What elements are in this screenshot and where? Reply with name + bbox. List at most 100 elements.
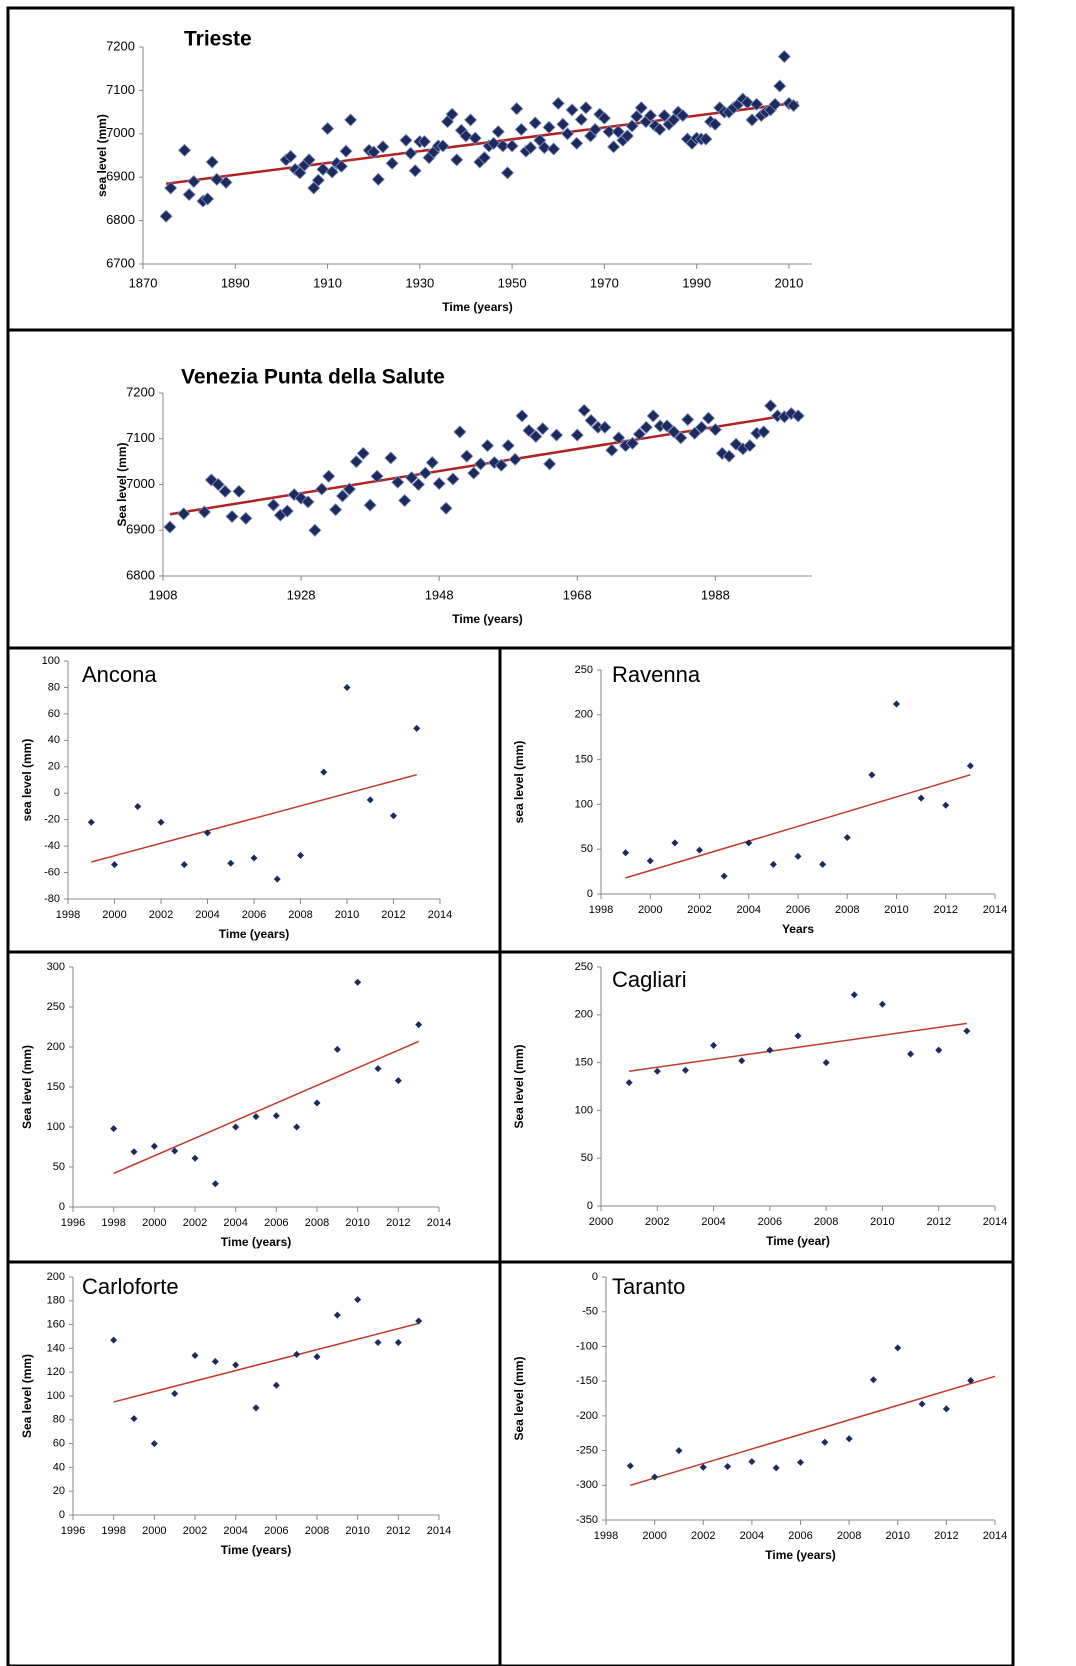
- y-axis-label: Sea level (mm): [115, 442, 129, 526]
- panel-border: [498, 1260, 1015, 1666]
- y-tick-label: -100: [576, 1340, 598, 1352]
- data-point: [935, 1046, 943, 1054]
- data-point: [333, 1311, 341, 1319]
- data-point: [740, 95, 754, 110]
- y-tick-label: 250: [47, 1001, 65, 1013]
- data-point: [418, 466, 432, 480]
- x-tick-label: 2002: [687, 904, 711, 916]
- data-point: [625, 436, 640, 450]
- chart-panel: 1996 1998 2000 2002 2004 2006 2008 2010 2012 2014…: [6, 1260, 502, 1666]
- data-point: [464, 113, 478, 127]
- data-point: [794, 852, 802, 860]
- data-point: [250, 854, 258, 862]
- data-point: [232, 1361, 240, 1369]
- x-tick-label: 2010: [884, 904, 908, 916]
- data-point: [528, 116, 542, 130]
- x-tick-label: 2012: [934, 904, 958, 916]
- y-tick-label: -300: [576, 1479, 598, 1491]
- x-tick-label: 1996: [61, 1217, 85, 1229]
- y-tick-label: -250: [576, 1444, 598, 1456]
- data-point: [201, 192, 215, 206]
- chart-title: Trieste: [184, 28, 252, 51]
- panel-border: [6, 1260, 502, 1666]
- x-tick-label: 1998: [594, 1530, 618, 1542]
- trend-line: [165, 101, 799, 185]
- data-point: [701, 411, 716, 425]
- data-point: [343, 683, 351, 691]
- data-point: [646, 409, 660, 423]
- x-tick-label: 1996: [61, 1525, 85, 1537]
- x-tick-label: 2008: [814, 1216, 838, 1228]
- data-point: [371, 172, 385, 186]
- data-point: [570, 428, 584, 442]
- x-tick-label: 2004: [223, 1525, 247, 1537]
- x-tick-label: 2010: [345, 1217, 369, 1229]
- data-point: [917, 794, 925, 802]
- data-point: [878, 1000, 886, 1008]
- data-point: [487, 136, 501, 150]
- x-tick-label: 2006: [786, 904, 810, 916]
- data-point: [177, 507, 191, 521]
- chart-panel: 1998 2000 2002 2004 2006 2008 2010 2012 2014 -80 -…: [6, 646, 502, 954]
- data-point: [391, 475, 405, 489]
- data-point: [134, 802, 142, 810]
- y-tick-label: 100: [575, 1104, 593, 1116]
- data-point: [366, 796, 374, 804]
- y-tick-label: 7200: [106, 38, 135, 53]
- x-tick-label: 2008: [288, 909, 312, 921]
- data-point: [325, 165, 339, 179]
- data-point: [313, 1353, 321, 1361]
- data-point: [349, 455, 363, 469]
- data-point: [508, 452, 522, 466]
- data-point: [211, 1180, 219, 1188]
- data-point: [453, 425, 467, 439]
- x-tick-label: 1998: [56, 909, 80, 921]
- data-point: [791, 409, 805, 423]
- data-point: [445, 107, 459, 121]
- chart-title: Ravenna: [612, 662, 701, 687]
- data-point: [745, 113, 759, 127]
- x-tick-label: 2002: [645, 1216, 669, 1228]
- data-point: [708, 117, 722, 131]
- data-point: [822, 1059, 830, 1067]
- x-tick-label: 2004: [223, 1217, 247, 1229]
- data-point: [219, 175, 233, 189]
- data-point: [272, 1381, 280, 1389]
- chart-title: Cagliari: [612, 967, 687, 992]
- data-point: [869, 1376, 877, 1384]
- data-point: [197, 505, 211, 519]
- data-point: [320, 122, 335, 136]
- y-tick-label: 80: [48, 681, 60, 693]
- x-tick-label: 1998: [101, 1217, 125, 1229]
- data-point: [515, 409, 529, 423]
- data-point: [634, 101, 648, 115]
- data-point: [773, 79, 787, 93]
- data-point: [748, 1458, 756, 1466]
- y-tick-label: 6700: [106, 255, 135, 270]
- data-point: [284, 149, 298, 163]
- data-point: [547, 142, 561, 156]
- x-tick-label: 2006: [242, 909, 266, 921]
- data-point: [821, 1438, 829, 1446]
- x-tick-label: 1988: [701, 587, 730, 602]
- data-point: [570, 136, 584, 150]
- data-point: [514, 122, 528, 137]
- data-point: [164, 181, 178, 195]
- data-point: [315, 482, 329, 496]
- data-point: [768, 97, 782, 111]
- data-point: [588, 122, 602, 137]
- x-axis-label: Time (year): [766, 1234, 830, 1248]
- x-axis-label: Years: [782, 922, 814, 936]
- data-point: [467, 466, 481, 480]
- data-point: [542, 120, 556, 134]
- data-point: [657, 109, 671, 123]
- chart-title: Ancona: [82, 662, 157, 687]
- data-point: [750, 97, 764, 111]
- chart-title: Carloforte: [82, 1274, 179, 1299]
- data-point: [335, 489, 350, 503]
- data-point: [565, 103, 579, 117]
- data-point: [404, 471, 419, 485]
- data-point: [625, 1079, 633, 1087]
- x-tick-label: 2000: [142, 1525, 166, 1537]
